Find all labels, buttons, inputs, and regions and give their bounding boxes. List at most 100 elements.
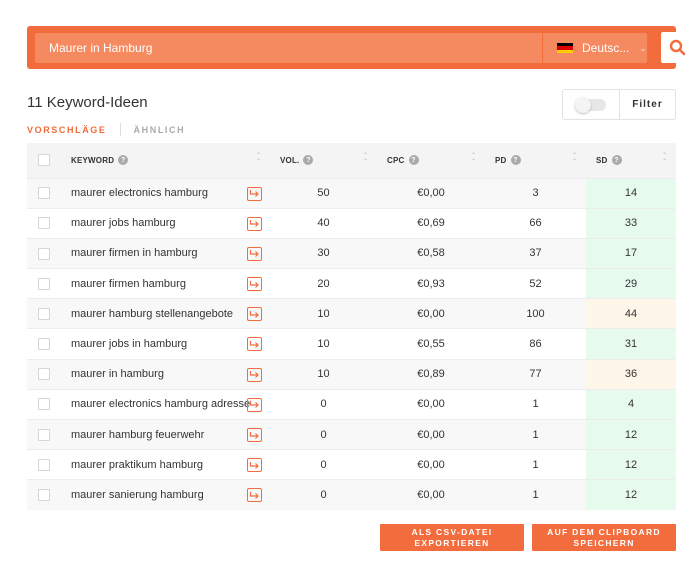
arrow-icon xyxy=(249,190,259,197)
cpc-cell: €0,93 xyxy=(377,268,485,299)
filter-button[interactable]: Filter xyxy=(632,99,663,110)
pd-cell: 3 xyxy=(485,177,586,209)
column-header-vol[interactable]: VOL.? ˆ ˇ xyxy=(270,143,377,178)
cpc-cell: €0,00 xyxy=(377,449,485,480)
select-all-checkbox[interactable] xyxy=(38,154,50,167)
keyword-text[interactable]: maurer in hamburg xyxy=(71,368,164,381)
open-keyword-icon[interactable] xyxy=(247,216,262,231)
vol-cell: 10 xyxy=(270,358,377,390)
table-row: maurer electronics hamburg 50 €0,00 3 14 xyxy=(27,177,676,209)
keyword-text[interactable]: maurer firmen hamburg xyxy=(71,277,186,290)
open-keyword-icon[interactable] xyxy=(247,397,262,412)
select-all-cell xyxy=(27,143,61,178)
pd-cell: 86 xyxy=(485,328,586,360)
row-checkbox[interactable] xyxy=(38,458,50,471)
keyword-cell: maurer electronics hamburg xyxy=(61,177,270,209)
table-row: maurer jobs in hamburg 10 €0,55 86 31 xyxy=(27,328,676,360)
tab-similar[interactable]: ÄHNLICH xyxy=(133,124,186,135)
keyword-text[interactable]: maurer sanierung hamburg xyxy=(71,489,204,502)
keyword-cell: maurer electronics hamburg adresse xyxy=(61,388,270,420)
row-checkbox[interactable] xyxy=(38,247,50,260)
vol-cell: 10 xyxy=(270,328,377,360)
keyword-text[interactable]: maurer electronics hamburg xyxy=(71,187,208,200)
copy-clipboard-line2: SPEICHERN xyxy=(573,537,635,548)
sd-cell: 31 xyxy=(586,328,676,360)
open-keyword-icon[interactable] xyxy=(247,246,262,261)
table-row: maurer hamburg feuerwehr 0 €0,00 1 12 xyxy=(27,418,676,450)
tab-suggestions[interactable]: VORSCHLÄGE xyxy=(27,124,107,135)
sd-cell: 12 xyxy=(586,449,676,480)
help-icon[interactable]: ? xyxy=(118,155,129,166)
help-icon[interactable]: ? xyxy=(303,155,314,166)
open-keyword-icon[interactable] xyxy=(247,186,262,201)
filter-toggle[interactable] xyxy=(575,96,606,113)
column-label-sd: SD xyxy=(596,155,608,165)
arrow-icon xyxy=(249,461,259,469)
vol-cell: 0 xyxy=(270,449,377,480)
table-row: maurer electronics hamburg adresse 0 €0,00… xyxy=(27,388,676,420)
sd-cell: 4 xyxy=(586,388,676,420)
help-icon[interactable]: ? xyxy=(408,155,419,166)
keyword-cell: maurer hamburg stellenangebote xyxy=(61,298,270,329)
export-csv-button[interactable]: ALS CSV-DATEI EXPORTIEREN xyxy=(380,524,524,551)
open-keyword-icon[interactable] xyxy=(247,367,262,382)
keyword-text[interactable]: maurer jobs hamburg xyxy=(71,217,176,230)
table-header-row: KEYWORD? ˆ ˇ VOL.? ˆ ˇ CPC? ˆ ˇ PD? ˆ ˇ SD? ˆ ˇ xyxy=(27,143,676,178)
vol-cell: 50 xyxy=(270,177,377,209)
row-checkbox-cell xyxy=(27,418,61,450)
row-checkbox[interactable] xyxy=(38,489,50,502)
column-header-sd[interactable]: SD? ˆ ˇ xyxy=(586,143,676,178)
keyword-table: KEYWORD? ˆ ˇ VOL.? ˆ ˇ CPC? ˆ ˇ PD? ˆ ˇ SD? ˆ ˇ ma… xyxy=(27,143,676,511)
column-label-vol: VOL. xyxy=(280,155,300,165)
row-checkbox[interactable] xyxy=(38,428,50,441)
open-keyword-icon[interactable] xyxy=(247,458,262,473)
keyword-text[interactable]: maurer firmen in hamburg xyxy=(71,247,198,260)
keyword-text[interactable]: maurer hamburg stellenangebote xyxy=(71,307,234,320)
vol-cell: 20 xyxy=(270,268,377,299)
keyword-text[interactable]: maurer praktikum hamburg xyxy=(71,458,204,471)
open-keyword-icon[interactable] xyxy=(247,428,262,442)
row-checkbox-cell xyxy=(27,177,61,209)
row-checkbox[interactable] xyxy=(38,277,50,290)
row-checkbox[interactable] xyxy=(38,217,50,230)
row-checkbox[interactable] xyxy=(38,398,50,411)
open-keyword-icon[interactable] xyxy=(247,488,262,503)
pd-cell: 1 xyxy=(485,449,586,480)
arrow-icon xyxy=(249,491,259,499)
search-input[interactable] xyxy=(35,33,548,63)
language-select[interactable]: Deutsc... ⌄ xyxy=(542,33,647,63)
row-checkbox[interactable] xyxy=(38,368,50,381)
search-button[interactable] xyxy=(661,32,694,63)
copy-clipboard-button[interactable]: AUF DEM CLIPBOARD SPEICHERN xyxy=(532,524,676,551)
row-checkbox[interactable] xyxy=(38,307,50,320)
help-icon[interactable]: ? xyxy=(510,155,521,166)
chevron-down-icon: ⌄ xyxy=(639,42,647,53)
open-keyword-icon[interactable] xyxy=(247,307,262,322)
keyword-text[interactable]: maurer electronics hamburg adresse xyxy=(71,398,251,411)
keyword-cell: maurer firmen hamburg xyxy=(61,268,270,299)
column-header-pd[interactable]: PD? ˆ ˇ xyxy=(485,143,586,178)
row-checkbox[interactable] xyxy=(38,187,50,200)
keyword-text[interactable]: maurer jobs in hamburg xyxy=(71,338,188,351)
cpc-cell: €0,00 xyxy=(377,479,485,511)
arrow-icon xyxy=(249,280,259,288)
open-keyword-icon[interactable] xyxy=(247,337,262,352)
row-checkbox[interactable] xyxy=(38,338,50,351)
ideas-title: 11 Keyword-Ideen xyxy=(27,94,148,111)
help-icon[interactable]: ? xyxy=(611,155,622,166)
column-header-cpc[interactable]: CPC? ˆ ˇ xyxy=(377,143,485,178)
pd-cell: 1 xyxy=(485,479,586,511)
arrow-icon xyxy=(249,220,259,228)
arrow-icon xyxy=(249,340,259,348)
search-icon xyxy=(669,39,686,56)
open-keyword-icon[interactable] xyxy=(247,277,262,292)
filter-control: Filter xyxy=(562,89,676,120)
keyword-text[interactable]: maurer hamburg feuerwehr xyxy=(71,428,205,441)
column-header-keyword[interactable]: KEYWORD? ˆ ˇ xyxy=(61,143,270,178)
vol-cell: 10 xyxy=(270,298,377,329)
